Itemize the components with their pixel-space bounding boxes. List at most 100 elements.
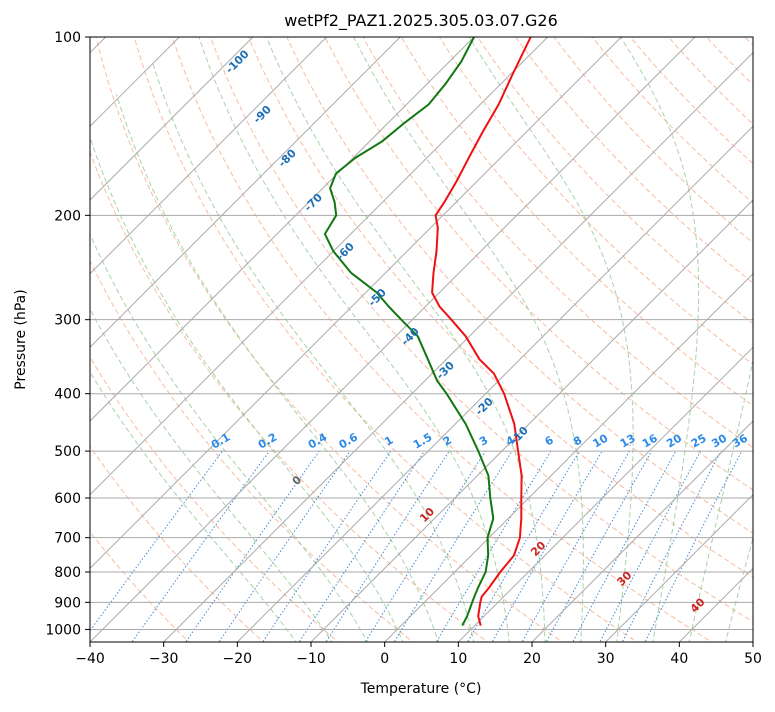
mixing-ratio-label: 8 — [571, 434, 584, 449]
y-tick-label: 500 — [54, 444, 81, 460]
mixing-ratio-label: 10 — [591, 431, 611, 450]
sounding-traces — [323, 37, 532, 627]
dry-adiabat — [515, 37, 753, 284]
moist-adiabat-label: 40 — [688, 595, 708, 615]
dry-adiabat — [667, 37, 753, 125]
y-tick-label: 600 — [54, 491, 81, 507]
temperature-trace — [431, 37, 532, 626]
dry-adiabat — [324, 37, 753, 491]
isotherm-line — [604, 493, 753, 642]
mixing-ratio-label: 16 — [640, 431, 660, 450]
moist-adiabat-label: 30 — [614, 568, 634, 588]
isotherm-label: -60 — [334, 240, 357, 263]
x-tick-label: 30 — [597, 651, 615, 667]
x-tick-label: 20 — [523, 651, 541, 667]
x-tick-label: −10 — [296, 651, 326, 667]
isotherm-line — [90, 37, 475, 422]
mixing-ratio-line — [325, 450, 450, 642]
dry-adiabat — [400, 37, 753, 407]
mixing-ratio-line — [435, 450, 552, 642]
y-tick-label: 900 — [54, 595, 81, 611]
isotherm-line — [90, 37, 623, 570]
dry-adiabat — [553, 37, 753, 244]
dry-adiabat — [705, 37, 753, 86]
chart-title: wetPf2_PAZ1.2025.305.03.07.G26 — [284, 11, 558, 31]
mixing-ratio-label: 2 — [441, 434, 454, 449]
isotherm-line — [678, 567, 753, 642]
isotherm-line — [752, 641, 753, 642]
dry-adiabat — [90, 259, 414, 642]
dry-adiabat — [171, 37, 713, 642]
mixing-ratio-label: 6 — [543, 433, 556, 448]
isotherm-label: -100 — [223, 47, 252, 76]
plot-frame — [89, 36, 754, 643]
dry-adiabat — [133, 37, 638, 642]
x-tick-label: −20 — [223, 651, 253, 667]
y-axis-label: Pressure (hPa) — [13, 289, 29, 389]
mixing-ratio-label: 0.4 — [306, 430, 330, 451]
mixing-ratio-label: 3 — [477, 434, 490, 449]
dry-adiabat — [90, 356, 340, 642]
dry-adiabat — [591, 37, 753, 204]
moist-adiabat — [198, 37, 510, 642]
dry-adiabat — [438, 37, 753, 366]
moist-adiabat-label: 10 — [417, 505, 437, 525]
dry-adiabat — [248, 37, 753, 578]
y-tick-label: 400 — [54, 387, 81, 403]
moist-adiabat — [90, 233, 369, 642]
mixing-ratio-line — [599, 450, 701, 642]
moist-adiabat — [620, 37, 700, 642]
mixing-ratio-line — [131, 450, 270, 642]
mixing-ratio-line — [185, 450, 320, 642]
y-tick-label: 100 — [54, 30, 81, 46]
isotherm-label: -70 — [302, 191, 325, 214]
mixing-ratio-label: 25 — [689, 432, 709, 451]
mixing-ratio-line — [621, 450, 722, 642]
dry-adiabat — [744, 37, 753, 47]
isotherm-line — [90, 37, 328, 275]
moist-adiabat — [116, 94, 440, 642]
dry-adiabat — [90, 445, 265, 642]
isotherm-line — [310, 199, 753, 642]
y-tick-label: 800 — [54, 565, 81, 581]
mixing-ratio-line — [491, 450, 603, 642]
mixing-ratio-label: 20 — [664, 431, 684, 450]
moist-adiabat — [468, 37, 634, 642]
mixing-ratio-label: 0.1 — [209, 431, 232, 452]
y-tick-label: 1000 — [45, 622, 81, 638]
mixing-ratio-line — [218, 450, 351, 642]
isotherm-line — [162, 51, 753, 642]
mixing-ratio-line — [572, 450, 677, 642]
axes: −40 −30 −20 −10 0 10 20 30 40 5010020030040050060… — [45, 30, 762, 667]
isotherm-line — [457, 346, 753, 642]
dry-adiabat — [362, 37, 753, 449]
moist-adiabat-label: 20 — [528, 539, 548, 559]
x-tick-label: 0 — [380, 651, 389, 667]
x-tick-label: 50 — [744, 651, 762, 667]
moist-adiabat — [725, 536, 753, 642]
isotherm-line — [383, 272, 753, 642]
mixing-ratio-line — [393, 450, 513, 642]
x-tick-label: 10 — [449, 651, 467, 667]
dry-adiabat — [286, 37, 753, 534]
isotherm-label: -90 — [251, 103, 274, 126]
mixing-ratio-line — [644, 450, 743, 642]
isotherm-line — [90, 37, 254, 201]
isotherm-line — [236, 125, 753, 642]
x-axis-label: Temperature (°C) — [360, 681, 482, 697]
isotherm-label: -80 — [276, 146, 299, 169]
mixing-ratio-label: 13 — [618, 432, 638, 451]
mixing-ratio-line — [90, 450, 223, 632]
x-tick-label: −40 — [75, 651, 105, 667]
moist-adiabat — [90, 308, 333, 642]
y-tick-label: 700 — [54, 531, 81, 547]
dewpoint-trace — [323, 37, 495, 627]
x-tick-label: −30 — [149, 651, 179, 667]
moist-adiabat — [688, 358, 753, 642]
moist-adiabat — [90, 135, 404, 642]
dry-adiabat — [90, 150, 489, 642]
isotherm-line — [90, 37, 696, 642]
background-lines — [90, 37, 753, 642]
